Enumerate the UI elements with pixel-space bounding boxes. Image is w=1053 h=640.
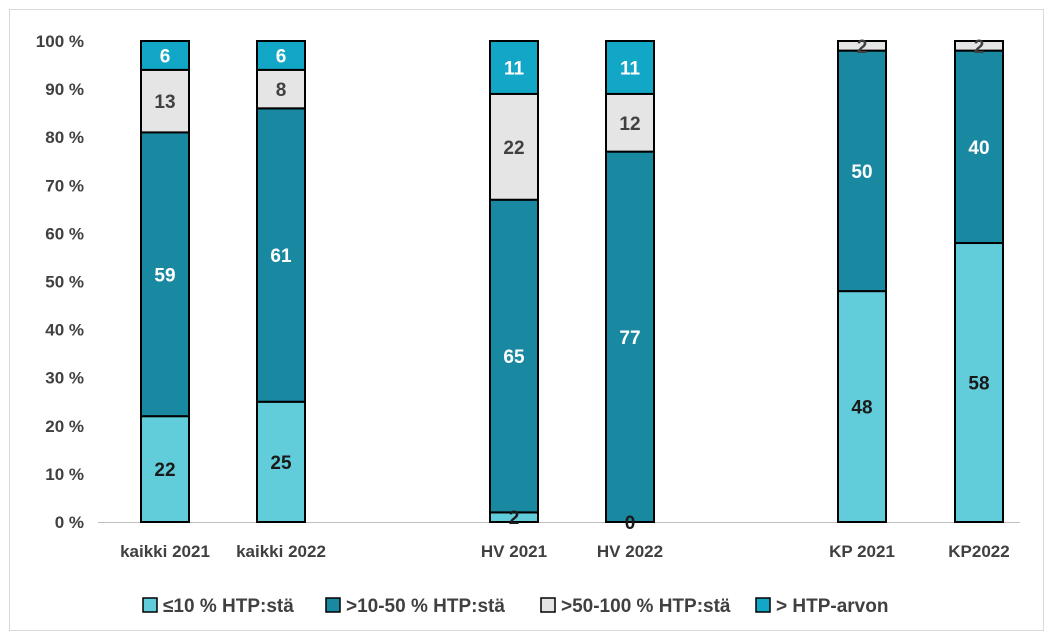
y-tick-label: 70 %: [45, 176, 84, 195]
data-label: 2: [974, 37, 985, 58]
y-tick-label: 20 %: [45, 417, 84, 436]
data-label: 8: [276, 80, 287, 101]
legend-label: ≤10 % HTP:stä: [163, 596, 294, 617]
legend-swatch: [143, 598, 157, 612]
data-label: 11: [504, 58, 525, 79]
data-label: 65: [503, 347, 525, 368]
data-label: 6: [276, 46, 287, 67]
data-label: 59: [154, 265, 175, 286]
data-label: 40: [968, 138, 989, 159]
y-axis-tick-labels: 0 % 10 % 20 % 30 % 40 % 50 % 60 % 70 % 80 % 90 % 1…: [36, 32, 84, 532]
legend-swatch: [326, 598, 340, 612]
x-category-label: KP2022: [948, 542, 1009, 561]
bar-stack: 0 77 12 11: [606, 41, 654, 534]
bar-stack: 2 65 22 11: [490, 41, 538, 529]
data-label: 6: [160, 46, 171, 67]
legend-swatch: [541, 598, 555, 612]
y-tick-label: 80 %: [45, 128, 84, 147]
legend-label: >50-100 % HTP:stä: [561, 596, 731, 617]
x-category-label: kaikki 2021: [120, 542, 210, 561]
bar-stack: 25 61 8 6: [257, 41, 305, 522]
y-tick-label: 60 %: [45, 224, 84, 243]
bar-stack: 22 59 13 6: [141, 41, 189, 522]
bars: 22 59 13 6 25 61 8 6 2 65 22 11 0 77 12 11 48 50 2 58 40 2: [141, 37, 1003, 534]
x-category-label: HV 2022: [597, 542, 663, 561]
data-label: 22: [503, 138, 524, 159]
legend: ≤10 % HTP:stä >10-50 % HTP:stä >50-100 % H…: [143, 596, 888, 617]
x-category-label: HV 2021: [481, 542, 547, 561]
y-tick-label: 100 %: [36, 32, 84, 51]
data-label: 48: [851, 398, 872, 419]
y-tick-label: 50 %: [45, 273, 84, 292]
bar-stack: 48 50 2: [838, 37, 886, 522]
legend-swatch: [756, 598, 770, 612]
y-tick-label: 0 %: [55, 513, 84, 532]
y-tick-label: 90 %: [45, 80, 84, 99]
data-label: 22: [154, 460, 175, 481]
data-label: 77: [619, 328, 640, 349]
data-label: 11: [620, 58, 641, 79]
y-tick-label: 30 %: [45, 369, 84, 388]
data-label: 61: [270, 246, 292, 267]
data-label: 58: [968, 374, 989, 395]
y-tick-label: 10 %: [45, 465, 84, 484]
data-label: 0: [625, 513, 636, 534]
legend-label: >10-50 % HTP:stä: [346, 596, 505, 617]
x-axis-category-labels: kaikki 2021 kaikki 2022 HV 2021 HV 2022 KP 2…: [120, 542, 1010, 561]
data-label: 2: [509, 508, 520, 529]
y-tick-label: 40 %: [45, 321, 84, 340]
data-label: 12: [619, 114, 640, 135]
data-label: 2: [857, 37, 868, 58]
bar-stack: 58 40 2: [955, 37, 1003, 522]
data-label: 50: [851, 162, 872, 183]
x-category-label: KP 2021: [829, 542, 895, 561]
legend-label: > HTP-arvon: [776, 596, 888, 617]
data-label: 25: [270, 453, 292, 474]
data-label: 13: [154, 92, 175, 113]
x-category-label: kaikki 2022: [236, 542, 326, 561]
